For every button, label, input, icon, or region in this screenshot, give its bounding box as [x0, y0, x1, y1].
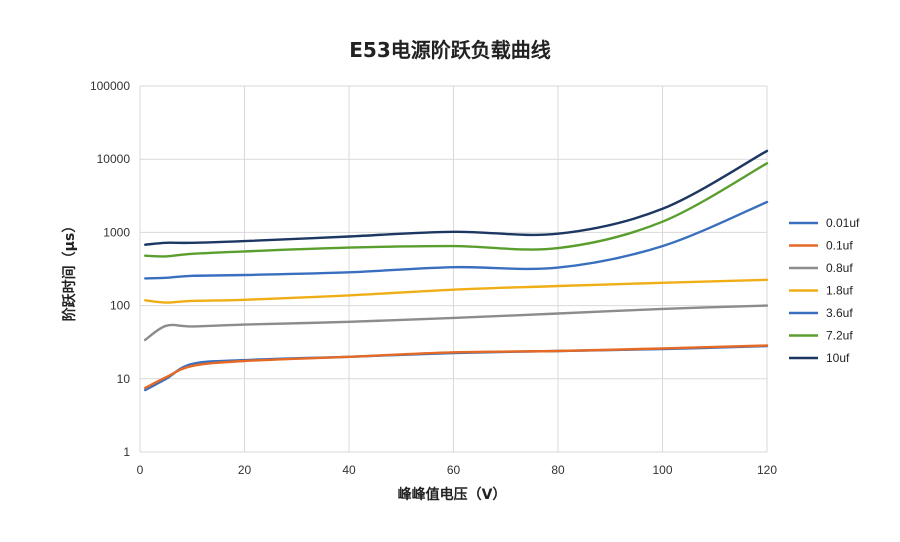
- legend-label: 10uf: [826, 351, 850, 365]
- series-line-0-1uf: [144, 344, 769, 390]
- y-tick-label: 100000: [90, 79, 130, 93]
- legend-label: 1.8uf: [826, 284, 853, 298]
- x-tick-label: 20: [238, 463, 252, 477]
- series-line-7-2uf: [144, 162, 769, 258]
- legend-label: 3.6uf: [826, 306, 853, 320]
- legend-label: 0.1uf: [826, 239, 853, 253]
- x-tick-label: 100: [652, 463, 672, 477]
- x-tick-label: 0: [137, 463, 144, 477]
- y-tick-label: 1: [123, 445, 130, 459]
- legend-label: 0.8uf: [826, 261, 853, 275]
- series-layer: [144, 149, 769, 392]
- x-tick-label: 40: [342, 463, 356, 477]
- y-axis-title: 阶跃时间（μs）: [61, 219, 78, 322]
- y-tick-label: 10: [117, 372, 131, 386]
- x-tick-label: 60: [447, 463, 461, 477]
- y-tick-label: 10000: [97, 152, 131, 166]
- series-line-3-6uf: [144, 200, 769, 280]
- legend: 0.01uf 0.1uf 0.8uf 1.8uf 3.6uf 7.2uf 10uf: [789, 216, 860, 365]
- x-axis-title: 峰峰值电压（V）: [398, 486, 507, 503]
- y-tick-label: 100: [110, 299, 130, 313]
- legend-label: 7.2uf: [826, 329, 853, 343]
- x-tick-label: 120: [757, 463, 777, 477]
- legend-label: 0.01uf: [826, 216, 860, 230]
- y-tick-label: 1000: [103, 225, 130, 239]
- x-tick-label: 80: [551, 463, 565, 477]
- series-line-10uf: [144, 149, 769, 246]
- series-line-0-8uf: [144, 304, 769, 342]
- grid-layer: [139, 85, 768, 453]
- series-line-1-8uf: [144, 278, 769, 304]
- chart-title: E53电源阶跃负载曲线: [349, 38, 551, 62]
